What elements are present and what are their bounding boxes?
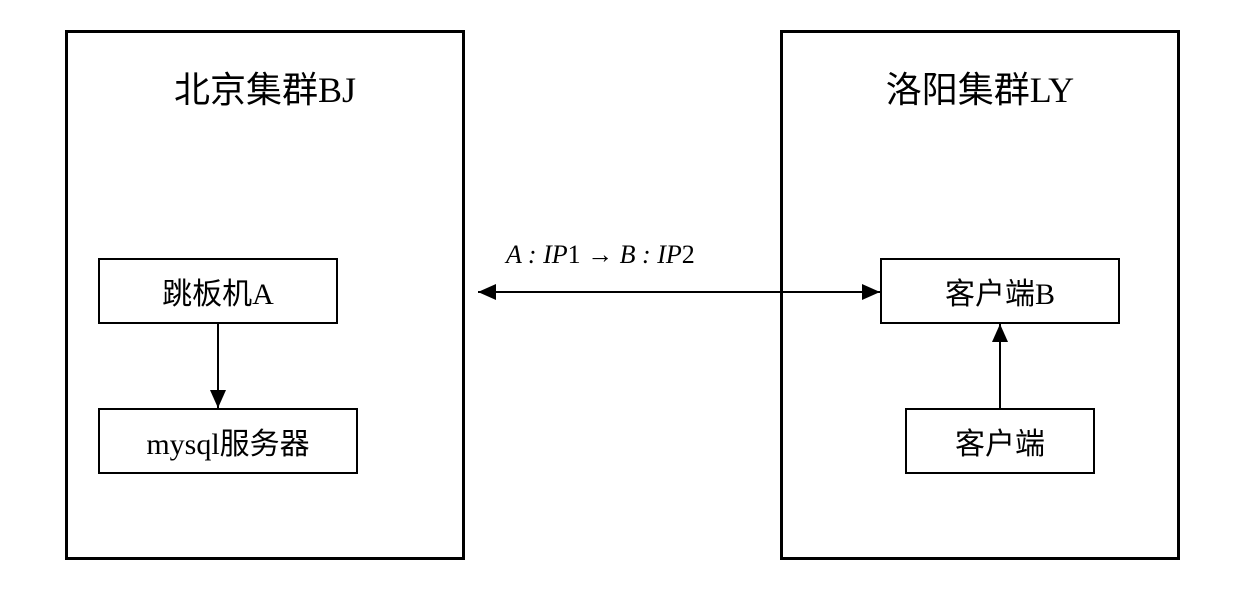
lbl-A: A (506, 240, 521, 269)
box-client-b-label: 客户端B (945, 269, 1055, 313)
lbl-IP2: IP (657, 240, 682, 269)
cluster-luoyang-title: 洛阳集群LY (783, 33, 1177, 113)
lbl-B: B (620, 240, 636, 269)
box-client: 客户端 (905, 408, 1095, 474)
box-client-label: 客户端 (955, 419, 1045, 463)
box-jump-label: 跳板机A (162, 269, 274, 313)
box-mysql-server: mysql服务器 (98, 408, 358, 474)
arrow-horizontal-head-left (478, 284, 496, 300)
lbl-1: 1 (568, 240, 581, 269)
connection-label: A : IP1 → B : IP2 (506, 240, 695, 270)
lbl-IP1: IP (543, 240, 568, 269)
box-client-b: 客户端B (880, 258, 1120, 324)
cluster-beijing-title: 北京集群BJ (68, 33, 462, 113)
box-mysql-label: mysql服务器 (146, 419, 309, 463)
lbl-2: 2 (682, 240, 695, 269)
box-jump-server: 跳板机A (98, 258, 338, 324)
lbl-c2: : (636, 240, 658, 269)
lbl-c1: : (521, 240, 543, 269)
lbl-arw: → (581, 240, 620, 269)
